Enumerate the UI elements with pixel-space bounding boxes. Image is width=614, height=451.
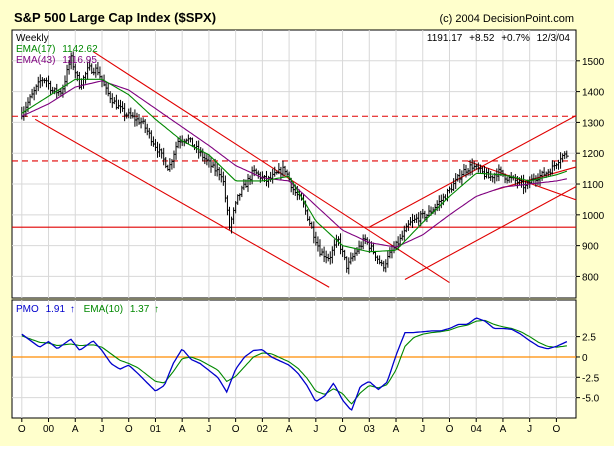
pmo-y-tick-label: -5.0	[582, 394, 600, 405]
chart-title: S&P 500 Large Cap Index ($SPX)	[14, 10, 216, 25]
x-tick-label: 03	[364, 424, 376, 435]
pmo-signal-up-arrow-icon: ↑	[154, 304, 159, 315]
price-y-tick-label: 900	[582, 242, 599, 253]
ema-slow-legend-name: EMA(43)	[16, 55, 55, 66]
quote-readout: 1191.17 +8.52 +0.7% 12/3/04	[427, 33, 571, 44]
trendline	[34, 118, 330, 288]
x-tick-label: J	[420, 424, 425, 435]
x-tick-label: O	[125, 424, 133, 435]
price-bars	[21, 51, 569, 275]
price-y-tick-label: 1400	[582, 88, 605, 99]
trendline	[92, 51, 450, 284]
x-tick-label: A	[179, 424, 186, 435]
x-tick-label: O	[446, 424, 454, 435]
x-tick-label: J	[99, 424, 104, 435]
ema-fast-line	[21, 78, 568, 253]
pmo-lines	[21, 317, 568, 411]
x-tick-label: 02	[257, 424, 269, 435]
x-tick-label: 04	[471, 424, 483, 435]
ema-slow-legend: EMA(43) 1116.95	[16, 55, 97, 66]
x-tick-label: J	[206, 424, 211, 435]
ema-slow-legend-value: 1116.95	[62, 55, 97, 66]
pmo-grid	[12, 300, 576, 418]
x-tick-label: A	[286, 424, 293, 435]
price-y-axis: 800 900 1000 1100 1200 1300 1400 1500	[576, 57, 605, 283]
trend-channel-lines	[34, 51, 576, 288]
pmo-line	[21, 317, 568, 411]
period-label: Weekly	[16, 33, 49, 44]
x-tick-label: O	[18, 424, 26, 435]
price-panel	[11, 29, 577, 299]
trendline	[493, 166, 576, 191]
time-x-axis: O 00 A J O 01 A J O 02 A J O 03 A J O 04 A J O	[18, 418, 561, 435]
pmo-up-arrow-icon: ↑	[70, 304, 75, 315]
x-tick-label: A	[500, 424, 507, 435]
price-y-tick-label: 800	[582, 272, 599, 283]
price-y-tick-label: 1300	[582, 118, 605, 129]
quote-percent: +0.7%	[501, 33, 530, 44]
pmo-signal-legend-value: 1.37	[130, 304, 150, 315]
ema-fast-legend-value: 1142.62	[62, 44, 98, 55]
quote-date: 12/3/04	[537, 33, 571, 44]
copyright-text: (c) 2004 DecisionPoint.com	[439, 13, 574, 25]
price-y-tick-label: 1100	[582, 180, 604, 191]
x-tick-label: A	[72, 424, 79, 435]
pmo-y-tick-label: -2.5	[582, 373, 600, 384]
x-tick-label: 01	[150, 424, 162, 435]
price-y-tick-label: 1000	[582, 211, 605, 222]
pmo-legend: PMO 1.91 ↑ EMA(10) 1.37 ↑	[16, 304, 159, 315]
ema-fast-legend-name: EMA(17)	[16, 44, 55, 55]
pmo-signal-line	[21, 319, 567, 405]
price-y-tick-label: 1500	[582, 57, 605, 68]
quote-change: +8.52	[469, 33, 495, 44]
price-y-tick-label: 1200	[582, 149, 605, 160]
quote-last: 1191.17	[427, 33, 463, 44]
x-tick-label: J	[313, 424, 318, 435]
pmo-panel	[11, 299, 577, 419]
pmo-y-tick-label: 2.5	[582, 333, 596, 344]
x-tick-label: O	[553, 424, 561, 435]
x-tick-label: O	[232, 424, 240, 435]
pmo-y-tick-label: 0	[582, 353, 588, 364]
pmo-y-axis: -5.0 -2.5 0 2.5	[576, 333, 600, 405]
x-tick-label: J	[527, 424, 532, 435]
x-tick-label: 00	[43, 424, 55, 435]
pmo-legend-name: PMO	[16, 304, 39, 315]
pmo-signal-legend-name: EMA(10)	[84, 304, 123, 315]
x-tick-label: A	[393, 424, 400, 435]
pmo-legend-value: 1.91	[46, 304, 66, 315]
support-resistance-lines	[12, 115, 576, 228]
price-ema-lines	[21, 78, 568, 253]
ema-fast-legend: EMA(17) 1142.62	[16, 44, 98, 55]
x-tick-label: O	[339, 424, 347, 435]
